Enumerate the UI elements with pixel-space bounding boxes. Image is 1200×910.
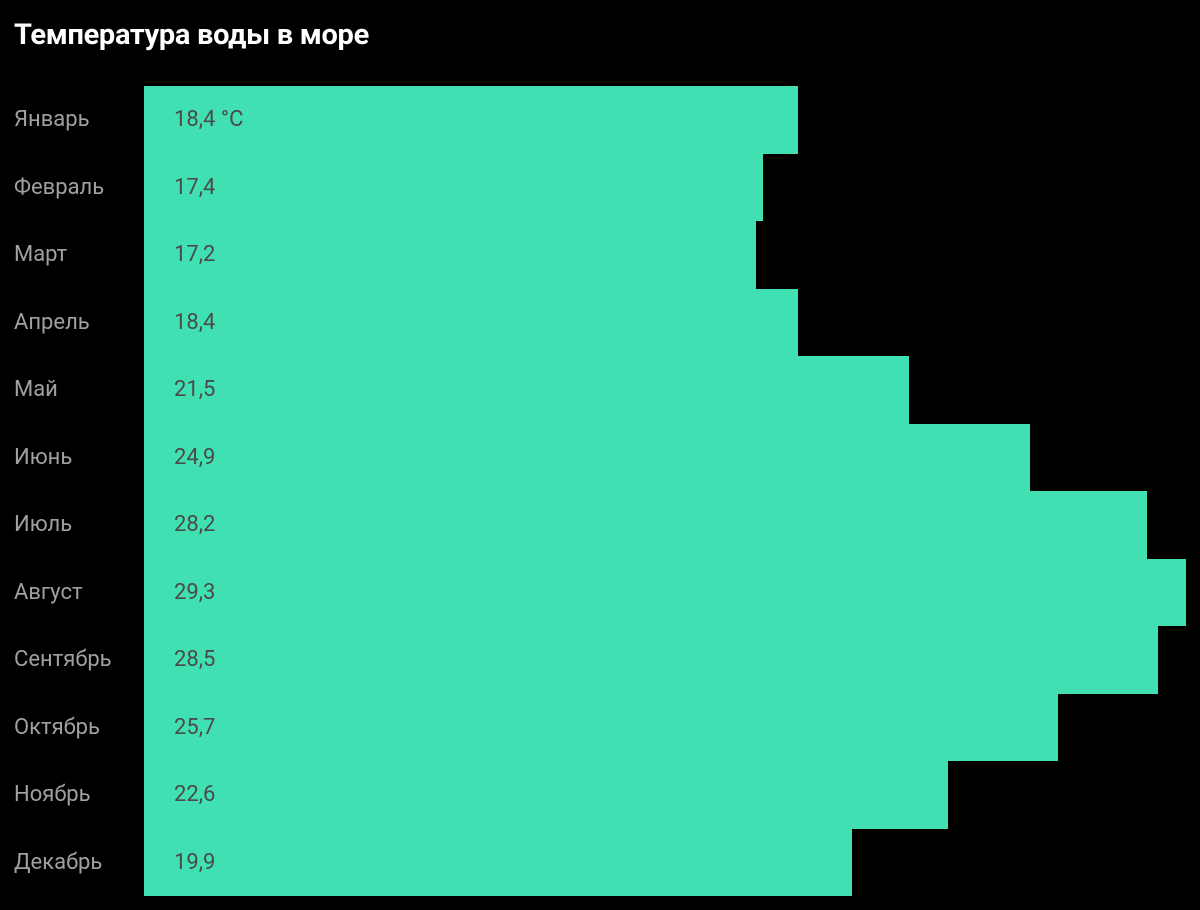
- chart-title: Температура воды в море: [14, 18, 1186, 52]
- month-label: Май: [14, 377, 144, 402]
- bar: 25,7: [144, 694, 1058, 762]
- bar-wrap: 18,4: [144, 289, 1186, 357]
- chart-row: Май 21,5: [14, 356, 1186, 424]
- chart-row: Июль 28,2: [14, 491, 1186, 559]
- bar: 22,6: [144, 761, 948, 829]
- value-label: 17,2: [174, 242, 215, 267]
- bar-wrap: 28,5: [144, 626, 1186, 694]
- month-label: Сентябрь: [14, 647, 144, 672]
- chart-row: Август 29,3: [14, 559, 1186, 627]
- bar: 17,4: [144, 154, 763, 222]
- bar-wrap: 18,4 °C: [144, 86, 1186, 154]
- chart-row: Январь 18,4 °C: [14, 86, 1186, 154]
- bar: 19,9: [144, 829, 852, 897]
- bar-wrap: 25,7: [144, 694, 1186, 762]
- value-label: 22,6: [174, 782, 215, 807]
- month-label: Декабрь: [14, 850, 144, 875]
- chart-row: Октябрь 25,7: [14, 694, 1186, 762]
- chart-row: Февраль 17,4: [14, 154, 1186, 222]
- chart-row: Июнь 24,9: [14, 424, 1186, 492]
- chart-row: Сентябрь 28,5: [14, 626, 1186, 694]
- bar: 18,4: [144, 289, 798, 357]
- bar: 28,2: [144, 491, 1147, 559]
- month-label: Август: [14, 580, 144, 605]
- month-label: Июнь: [14, 445, 144, 470]
- bar-wrap: 17,2: [144, 221, 1186, 289]
- bar-wrap: 19,9: [144, 829, 1186, 897]
- bar-wrap: 29,3: [144, 559, 1186, 627]
- bar-wrap: 24,9: [144, 424, 1186, 492]
- value-label: 28,5: [174, 647, 215, 672]
- chart-row: Апрель 18,4: [14, 289, 1186, 357]
- bar-wrap: 22,6: [144, 761, 1186, 829]
- month-label: Февраль: [14, 175, 144, 200]
- value-label: 17,4: [174, 175, 215, 200]
- bar-wrap: 17,4: [144, 154, 1186, 222]
- chart-container: Температура воды в море Январь 18,4 °C Ф…: [0, 0, 1200, 910]
- value-label: 25,7: [174, 715, 215, 740]
- value-label: 18,4 °C: [174, 107, 243, 132]
- value-label: 28,2: [174, 512, 215, 537]
- chart-row: Ноябрь 22,6: [14, 761, 1186, 829]
- bar-chart: Январь 18,4 °C Февраль 17,4 Март 17,2: [14, 86, 1186, 896]
- month-label: Октябрь: [14, 715, 144, 740]
- chart-row: Декабрь 19,9: [14, 829, 1186, 897]
- bar-wrap: 28,2: [144, 491, 1186, 559]
- bar: 18,4 °C: [144, 86, 798, 154]
- bar: 21,5: [144, 356, 909, 424]
- value-label: 24,9: [174, 445, 215, 470]
- bar: 28,5: [144, 626, 1158, 694]
- month-label: Июль: [14, 512, 144, 537]
- bar-wrap: 21,5: [144, 356, 1186, 424]
- month-label: Март: [14, 242, 144, 267]
- month-label: Ноябрь: [14, 782, 144, 807]
- bar: 24,9: [144, 424, 1030, 492]
- value-label: 29,3: [174, 580, 215, 605]
- month-label: Январь: [14, 107, 144, 132]
- bar: 29,3: [144, 559, 1186, 627]
- value-label: 19,9: [174, 850, 215, 875]
- value-label: 21,5: [174, 377, 215, 402]
- month-label: Апрель: [14, 310, 144, 335]
- bar: 17,2: [144, 221, 756, 289]
- chart-row: Март 17,2: [14, 221, 1186, 289]
- value-label: 18,4: [174, 310, 215, 335]
